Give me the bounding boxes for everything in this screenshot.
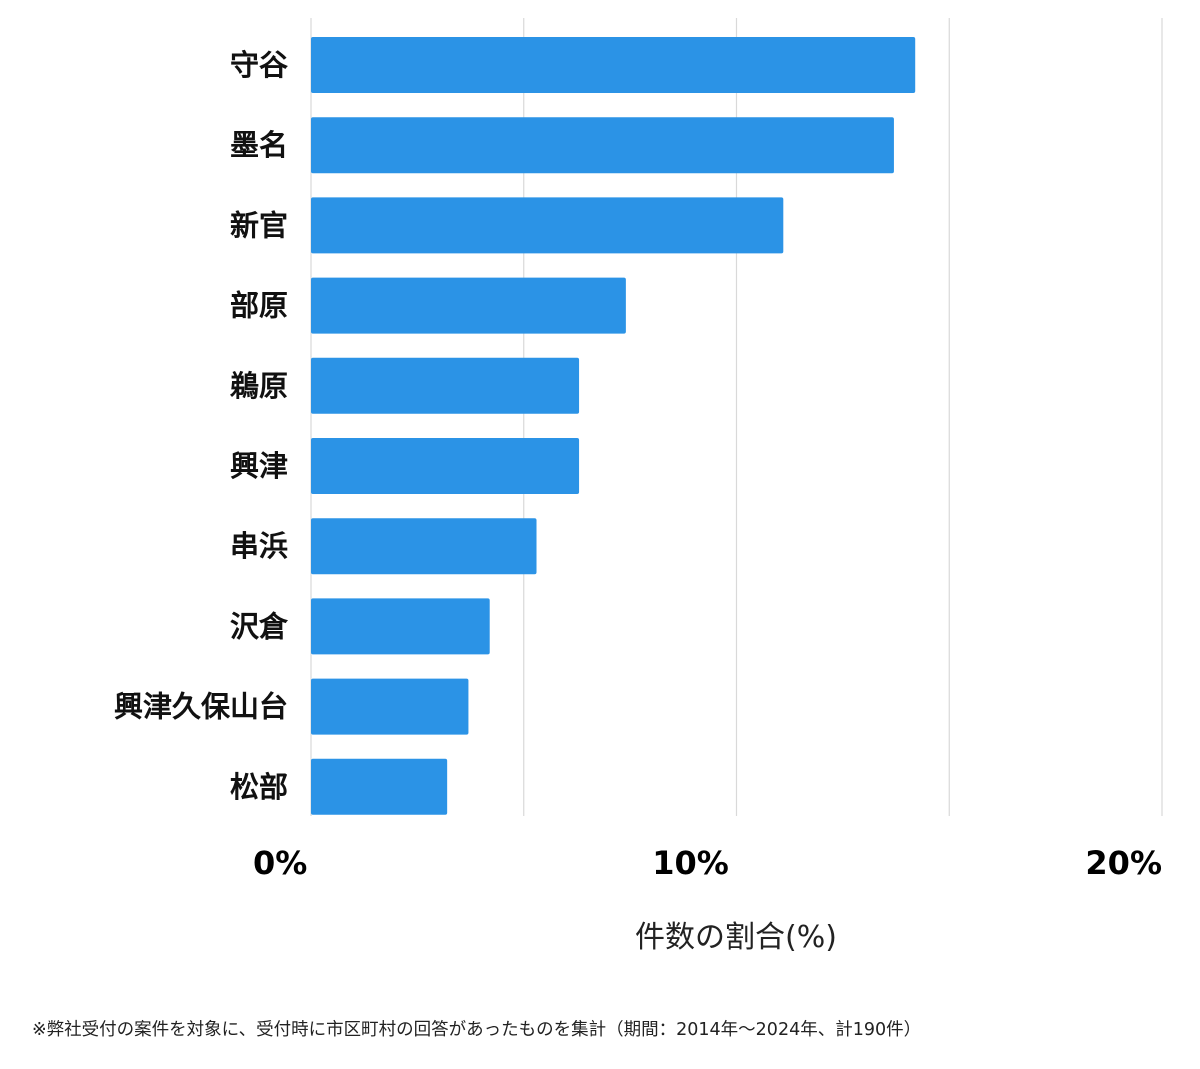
x-axis-title: 件数の割合(%) — [635, 920, 837, 955]
category-label-6: 串浜 — [230, 529, 288, 563]
bar-0 — [311, 37, 916, 93]
bar-1 — [311, 117, 894, 174]
category-label-7: 沢倉 — [230, 609, 289, 643]
category-label-3: 部原 — [230, 289, 288, 323]
category-label-4: 鵜原 — [229, 369, 288, 403]
bar-9 — [311, 758, 448, 815]
bar-2 — [311, 197, 784, 254]
x-tick-label-1: 10% — [652, 844, 729, 882]
bar-3 — [311, 277, 626, 334]
footnote: ※弊社受付の案件を対象に、受付時に市区町村の回答があったものを集計（期間：201… — [32, 1020, 922, 1040]
x-tick-labels: 0% 10% 20% — [253, 844, 1162, 882]
bar-4 — [311, 357, 580, 414]
bar-6 — [311, 518, 537, 575]
category-label-1: 墨名 — [230, 128, 288, 162]
x-tick-label-2: 20% — [1085, 844, 1162, 882]
category-label-9: 松部 — [230, 770, 288, 804]
bar-8 — [311, 678, 469, 735]
bar-7 — [311, 598, 490, 655]
category-label-2: 新官 — [230, 208, 288, 242]
bar-5 — [311, 438, 580, 494]
category-label-8: 興津久保山台 — [114, 690, 288, 724]
bars — [311, 37, 916, 815]
category-label-0: 守谷 — [230, 48, 289, 82]
x-tick-label-0: 0% — [253, 844, 307, 882]
category-label-5: 興津 — [230, 449, 288, 483]
